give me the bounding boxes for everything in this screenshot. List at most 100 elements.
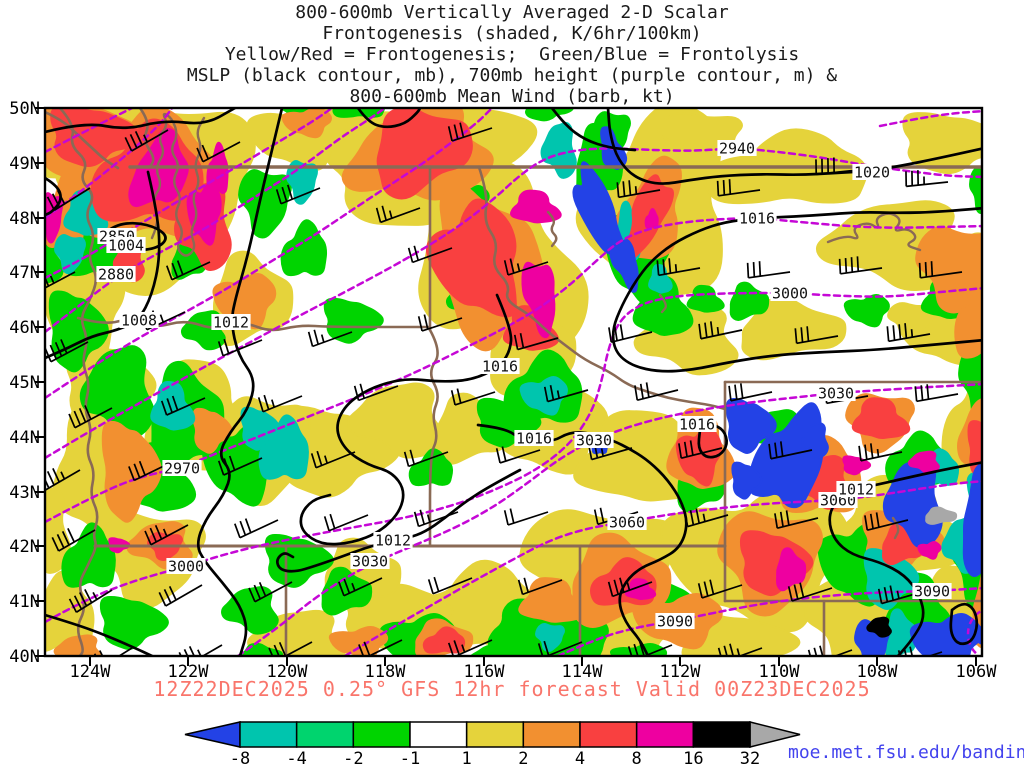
wind-barb-shaft (358, 385, 399, 402)
lat-label: 41N (9, 592, 40, 612)
wind-barb-full (619, 577, 625, 593)
wind-barb-full (517, 579, 524, 595)
wind-barb-full (856, 256, 860, 272)
contour-label: 3030 (576, 432, 612, 450)
wind-barb-full (689, 510, 695, 526)
wind-barb-shaft (328, 514, 369, 532)
credit-link[interactable]: moe.met.fsu.edu/banding (788, 742, 1024, 763)
wind-barb-full (417, 316, 423, 332)
wind-barb-shaft (816, 169, 859, 176)
contour-label: 1016 (482, 358, 518, 376)
lon-label: 114W (561, 662, 603, 682)
lon-label: 112W (659, 662, 701, 682)
wind-barb-full (51, 193, 61, 208)
forecast-validity-text: 12Z22DEC2025 0.25° GFS 12hr forecast Val… (153, 677, 871, 701)
wind-barb (217, 455, 263, 476)
height-contour (45, 147, 982, 460)
wind-barb-full (593, 509, 599, 525)
wind-barb (627, 641, 673, 656)
wind-barb-half (876, 448, 880, 458)
contour-label-bg (514, 430, 554, 446)
wind-barb-shaft (165, 584, 203, 607)
wind-barb-full (158, 592, 167, 607)
wind-barb-full (616, 182, 620, 198)
wind-barb (51, 528, 96, 552)
wind-barb-full (433, 576, 440, 592)
wind-barb-half (910, 329, 914, 338)
height-contour (878, 109, 982, 128)
frontogenesis-blob-red (981, 609, 982, 634)
height-contour (45, 217, 982, 524)
lat-label: 45N (9, 373, 40, 393)
wind-barb-full (68, 413, 76, 429)
contour-label-bg (677, 416, 717, 432)
colorbar-tick-label: 16 (683, 749, 703, 768)
wind-barb (716, 179, 761, 197)
wind-barb-full (124, 137, 133, 152)
wind-barb-full (926, 384, 930, 400)
wind-barb-full (144, 530, 152, 546)
wind-barb-full (313, 329, 319, 345)
wind-barb-full (359, 383, 365, 399)
wind-barb-full (217, 341, 224, 356)
wind-barb-full (84, 405, 92, 420)
wind-barb (196, 141, 241, 163)
wind-barb-full (634, 385, 639, 401)
wind-barb (413, 509, 459, 528)
wind-barb-full (257, 397, 264, 412)
frontogenesis-blob-green (632, 274, 694, 336)
wind-barb (447, 639, 493, 656)
wind-barb (697, 579, 743, 599)
contour-label: 3090 (914, 583, 950, 601)
wind-barb-full (310, 453, 317, 468)
wind-barb-full (253, 584, 261, 600)
frontogenesis-blob-blue (909, 613, 982, 656)
wind-barb-full (60, 339, 68, 354)
wind-barb-full (697, 583, 703, 599)
wind-barb (683, 508, 729, 528)
mslp-contour (828, 461, 982, 656)
lat-label: 46N (9, 318, 40, 338)
wind-barb-shaft (796, 335, 839, 345)
mslp-contour (45, 176, 62, 217)
wind-barb-full (785, 510, 790, 526)
lat-label: 49N (9, 154, 40, 174)
frontogenesis-blob-yellow (45, 487, 71, 574)
wind-barb-shaft (748, 271, 791, 279)
frontogenesis-blob-blue (731, 461, 763, 500)
wind-barb-shaft (499, 449, 541, 464)
colorbar-tick-label: 4 (575, 749, 585, 768)
wind-barb-full (875, 512, 880, 528)
wind-barb-half (351, 582, 356, 591)
colorbar-segment (239, 721, 298, 748)
contour-label: 1012 (838, 481, 874, 499)
contour-label-bg (162, 460, 202, 476)
frontogenesis-blob-blue (608, 238, 639, 293)
wind-barb-full (375, 207, 382, 223)
wind-barb (746, 261, 791, 279)
wind-barb-full (67, 528, 75, 543)
contour-label: 2880 (98, 266, 134, 284)
frontogenesis-blob-green (264, 533, 334, 588)
height-contour (556, 586, 982, 656)
wind-barb (217, 338, 263, 357)
wind-barb-full (286, 184, 293, 200)
wind-barb-full (844, 257, 848, 274)
wind-barb (275, 184, 321, 205)
wind-barb-full (716, 180, 720, 196)
state-border (150, 112, 206, 257)
frontogenesis-blob-green (525, 108, 574, 122)
frontogenesis-blob-blue (725, 398, 777, 454)
wind-barb-shaft (791, 587, 833, 602)
wind-barb (787, 582, 833, 602)
state-border (658, 293, 668, 314)
wind-barb-full (678, 443, 683, 459)
contour-label: 1012 (213, 314, 249, 332)
wind-barb (495, 446, 541, 464)
wind-barb-full (281, 186, 288, 202)
colorbar-tick-label: 1 (462, 749, 472, 768)
wind-barb (158, 584, 203, 607)
colorbar-tick-label: -1 (400, 749, 420, 768)
